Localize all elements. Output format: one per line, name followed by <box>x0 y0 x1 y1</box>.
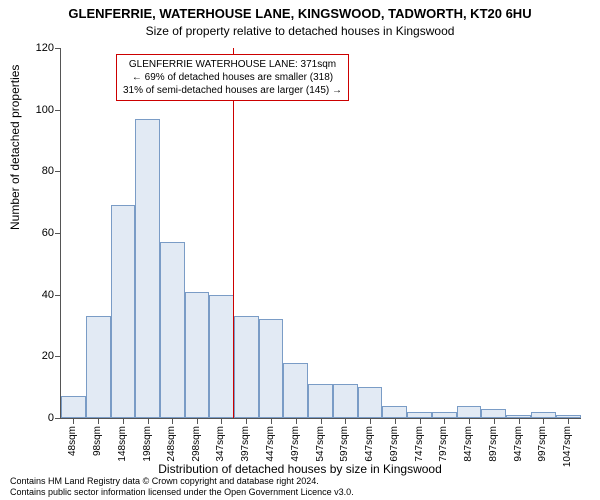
y-tick <box>55 171 61 172</box>
x-tick-label: 997sqm <box>542 390 553 426</box>
annotation-line: GLENFERRIE WATERHOUSE LANE: 371sqm <box>123 58 342 71</box>
x-tick-label: 248sqm <box>171 390 182 426</box>
y-tick <box>55 418 61 419</box>
y-tick-label: 20 <box>14 350 54 362</box>
x-tick-label: 897sqm <box>493 390 504 426</box>
y-tick <box>55 356 61 357</box>
x-tick-label: 647sqm <box>369 390 380 426</box>
y-tick <box>55 233 61 234</box>
annotation-line: 31% of semi-detached houses are larger (… <box>123 84 342 97</box>
x-tick-label: 747sqm <box>419 390 430 426</box>
x-tick-label: 148sqm <box>122 390 133 426</box>
y-tick-label: 100 <box>14 104 54 116</box>
x-tick-label: 697sqm <box>394 390 405 426</box>
y-tick-label: 80 <box>14 165 54 177</box>
histogram-bar <box>111 205 136 418</box>
x-tick-label: 48sqm <box>72 396 83 426</box>
plot-area: GLENFERRIE WATERHOUSE LANE: 371sqm← 69% … <box>60 48 581 419</box>
x-tick-label: 1047sqm <box>567 385 578 426</box>
y-tick-label: 60 <box>14 227 54 239</box>
x-tick-label: 597sqm <box>344 390 355 426</box>
x-tick-label: 497sqm <box>295 390 306 426</box>
footer-line1: Contains HM Land Registry data © Crown c… <box>10 476 590 487</box>
x-tick-label: 947sqm <box>518 390 529 426</box>
reference-line <box>233 48 234 418</box>
annotation-box: GLENFERRIE WATERHOUSE LANE: 371sqm← 69% … <box>116 54 349 101</box>
x-tick-label: 397sqm <box>245 390 256 426</box>
chart-title-line2: Size of property relative to detached ho… <box>0 24 600 38</box>
x-axis-label: Distribution of detached houses by size … <box>0 462 600 476</box>
x-tick-label: 347sqm <box>220 390 231 426</box>
y-tick-label: 0 <box>14 412 54 424</box>
chart-title-line1: GLENFERRIE, WATERHOUSE LANE, KINGSWOOD, … <box>0 6 600 21</box>
y-tick-label: 40 <box>14 289 54 301</box>
x-tick-label: 847sqm <box>468 390 479 426</box>
x-tick-label: 547sqm <box>320 390 331 426</box>
annotation-line: ← 69% of detached houses are smaller (31… <box>123 71 342 84</box>
footer-line2: Contains public sector information licen… <box>10 487 590 498</box>
y-axis-label: Number of detached properties <box>8 65 22 230</box>
chart-container: GLENFERRIE, WATERHOUSE LANE, KINGSWOOD, … <box>0 0 600 500</box>
x-tick-label: 298sqm <box>196 390 207 426</box>
x-tick-label: 198sqm <box>147 390 158 426</box>
y-tick <box>55 295 61 296</box>
y-tick-label: 120 <box>14 42 54 54</box>
x-tick-label: 98sqm <box>97 396 108 426</box>
y-tick <box>55 48 61 49</box>
footer-text: Contains HM Land Registry data © Crown c… <box>10 476 590 498</box>
histogram-bar <box>135 119 160 418</box>
x-tick-label: 797sqm <box>443 390 454 426</box>
y-tick <box>55 110 61 111</box>
x-tick-label: 447sqm <box>270 390 281 426</box>
